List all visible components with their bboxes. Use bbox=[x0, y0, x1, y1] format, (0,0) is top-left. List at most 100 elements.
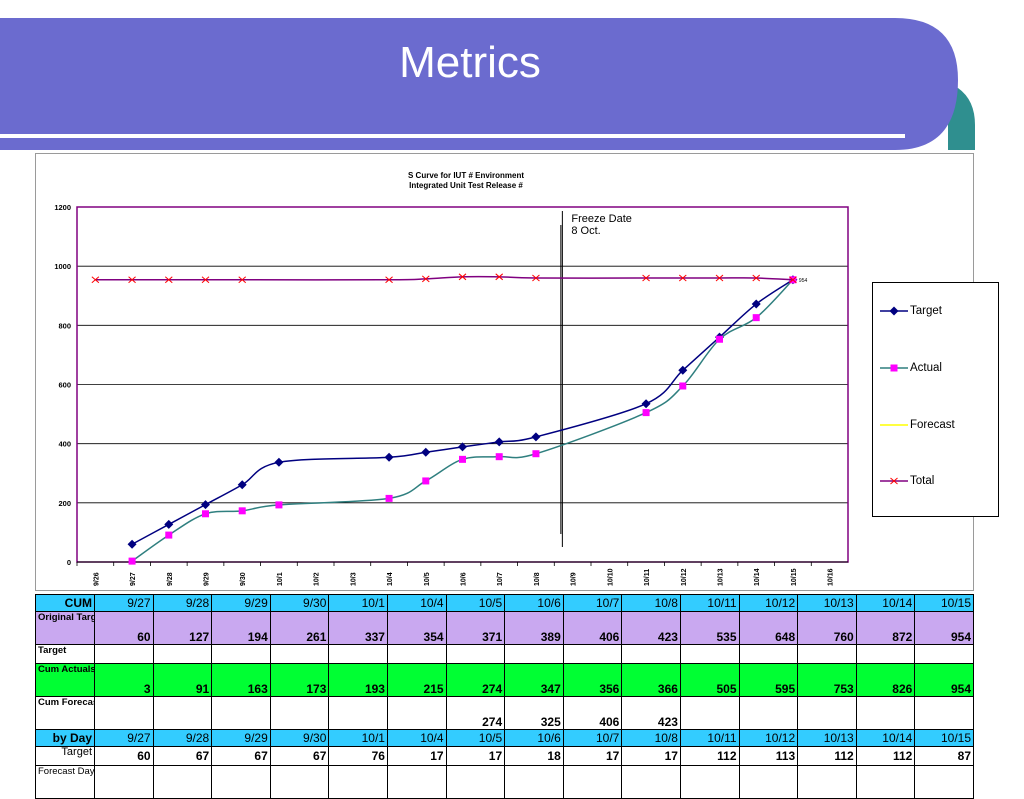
data-point-target bbox=[458, 442, 467, 452]
table-cell: 10/11 bbox=[679, 729, 740, 747]
table-cell bbox=[445, 765, 506, 799]
table-cell bbox=[738, 765, 799, 799]
table-cell: 10/6 bbox=[504, 729, 564, 747]
table-cell bbox=[152, 644, 213, 664]
table-cell: 9/30 bbox=[269, 729, 330, 747]
data-point-target bbox=[421, 447, 431, 457]
table-cell: 10/15 bbox=[914, 729, 974, 747]
table-cell bbox=[94, 765, 154, 799]
table-cell: 67 bbox=[269, 746, 330, 766]
table-cell: 113 bbox=[738, 746, 799, 766]
cum-header: CUM bbox=[35, 594, 95, 612]
table-cell: 10/7 bbox=[562, 594, 623, 612]
legend-label: Actual bbox=[910, 362, 942, 374]
table-cell: 406 bbox=[562, 696, 623, 730]
data-point-actual bbox=[385, 494, 393, 502]
table-cell: 753 bbox=[797, 663, 857, 697]
data-point-actual bbox=[716, 335, 723, 343]
data-point-target bbox=[531, 432, 541, 442]
data-point-actual bbox=[642, 409, 650, 417]
x-tick-label: 10/4 bbox=[387, 572, 394, 586]
target-label: Target bbox=[35, 644, 95, 664]
y-tick-label: 800 bbox=[58, 321, 71, 330]
x-tick-label: 10/13 bbox=[718, 568, 725, 586]
x-tick-label: 10/9 bbox=[571, 572, 578, 586]
data-point-actual bbox=[679, 382, 687, 390]
table-cell: 10/5 bbox=[445, 729, 506, 747]
x-tick-label: 10/1 bbox=[277, 572, 284, 586]
table-cell: 10/7 bbox=[562, 729, 623, 747]
table-cell: 10/5 bbox=[445, 594, 506, 612]
table-cell: 760 bbox=[797, 611, 857, 645]
legend-item-target: Target bbox=[879, 303, 942, 319]
table-cell bbox=[152, 765, 213, 799]
table-cell: 10/13 bbox=[797, 729, 857, 747]
table-cell bbox=[797, 765, 857, 799]
table-cell bbox=[562, 644, 623, 664]
table-cell bbox=[269, 644, 330, 664]
table-cell bbox=[562, 765, 623, 799]
table-cell: 371 bbox=[445, 611, 506, 645]
chart-title: S Curve for IUT # Environment bbox=[408, 171, 524, 180]
table-cell: 127 bbox=[152, 611, 213, 645]
table-cell: 826 bbox=[855, 663, 916, 697]
table-cell: 954 bbox=[914, 663, 974, 697]
x-tick-label: 10/10 bbox=[607, 568, 614, 586]
table-cell: 954 bbox=[914, 611, 974, 645]
series-line-actual bbox=[131, 279, 794, 562]
x-tick-label: 9/28 bbox=[167, 572, 174, 586]
y-tick-label: 200 bbox=[58, 499, 71, 508]
table-cell bbox=[386, 765, 447, 799]
table-cell bbox=[504, 644, 564, 664]
x-tick-label: 10/16 bbox=[828, 568, 835, 586]
table-cell: 337 bbox=[328, 611, 388, 645]
legend-swatch bbox=[880, 424, 908, 426]
end-value-label: 954 bbox=[799, 278, 808, 284]
table-cell: 9/30 bbox=[269, 594, 330, 612]
table-cell bbox=[94, 696, 154, 730]
x-tick-label: 10/14 bbox=[754, 568, 761, 586]
table-cell bbox=[914, 644, 974, 664]
data-point-total bbox=[752, 274, 761, 282]
data-point-total bbox=[421, 275, 430, 283]
table-cell: 112 bbox=[679, 746, 740, 766]
table-row-day-target: Target 60 67 67 67 76 17 17 18 17 17 112 113 112 112 8… bbox=[35, 746, 974, 766]
x-tick-label: 10/2 bbox=[314, 572, 321, 586]
table-cell bbox=[386, 696, 447, 730]
table-cell: 91 bbox=[152, 663, 213, 697]
table-cell: 9/27 bbox=[94, 594, 154, 612]
table-cell bbox=[621, 644, 681, 664]
table-cell bbox=[855, 765, 916, 799]
data-point-target bbox=[237, 480, 247, 490]
data-point-target bbox=[274, 457, 284, 467]
legend-item-total: Total bbox=[879, 473, 934, 489]
table-cell bbox=[152, 696, 213, 730]
data-point-total bbox=[91, 276, 100, 284]
table-cell: 9/28 bbox=[152, 594, 213, 612]
table-cell: 10/8 bbox=[621, 729, 681, 747]
chart-frame: S Curve for IUT # Environment Integrated… bbox=[35, 153, 999, 591]
table-cell: 193 bbox=[328, 663, 388, 697]
x-tick-label: 9/27 bbox=[130, 572, 137, 586]
table-cell: 356 bbox=[562, 663, 623, 697]
legend-label: Total bbox=[910, 475, 935, 487]
table-cell bbox=[738, 696, 799, 730]
data-point-total bbox=[642, 274, 650, 282]
table-cell: 173 bbox=[269, 663, 330, 697]
table-cell: 10/4 bbox=[386, 594, 447, 612]
table-cell: 112 bbox=[797, 746, 857, 766]
table-cell: 389 bbox=[504, 611, 564, 645]
x-tick-label: 9/29 bbox=[204, 572, 211, 586]
table-cell: 10/13 bbox=[797, 594, 857, 612]
table-cell bbox=[914, 765, 974, 799]
data-point-total bbox=[238, 276, 247, 284]
table-cell: 112 bbox=[855, 746, 916, 766]
table-cell bbox=[797, 644, 857, 664]
table-cell: 406 bbox=[562, 611, 623, 645]
series-line-total bbox=[95, 275, 793, 281]
table-row-target: Target bbox=[35, 644, 974, 664]
table-cell: 10/8 bbox=[621, 594, 681, 612]
table-cell: 347 bbox=[504, 663, 564, 697]
legend-label: Target bbox=[910, 305, 942, 317]
